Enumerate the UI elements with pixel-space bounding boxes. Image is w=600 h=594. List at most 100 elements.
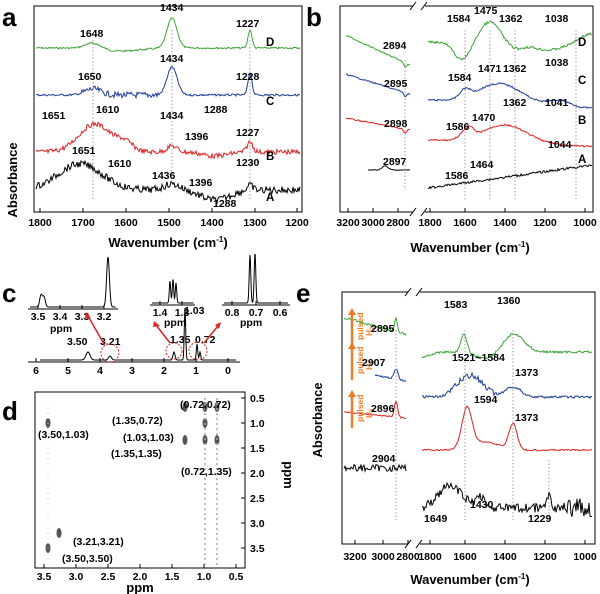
spectrum-pulse2-left: [374, 368, 407, 382]
panel-b-spectra: [345, 20, 593, 190]
peak-label: 2898: [384, 118, 408, 130]
x-tick-label: 1400: [493, 551, 517, 563]
pulse-arrow-head: [348, 342, 356, 349]
x-tick-label: 3: [129, 365, 135, 377]
pulse-label: pulsed: [355, 313, 365, 340]
curve-label-A: A: [578, 154, 586, 166]
peak-label: 3.21: [100, 336, 121, 348]
peak-label: 1649: [424, 513, 448, 525]
panel-b-peak-markers: [404, 30, 577, 200]
peak-label: 1594: [474, 394, 498, 406]
spectrum-D-left: [345, 35, 411, 68]
spectrum-base-left: [343, 463, 407, 473]
x-tick-label: 3.0: [69, 571, 84, 583]
x-tick-label: 1000: [573, 551, 597, 563]
x-tick-label: 0.6: [273, 307, 288, 319]
cross-peak: [202, 402, 208, 412]
x-tick-label: 1300: [243, 217, 267, 229]
panel-b-curve-letters: D C B A: [578, 37, 586, 166]
peak-label: 1229: [528, 513, 552, 525]
peak-label: 1.03: [184, 305, 205, 317]
crosspeak-label: (1.03,1.03): [123, 432, 174, 444]
y-tick-label: 1.0: [250, 418, 265, 430]
inset-1-unit: ppm: [50, 323, 72, 335]
peak-label: 1362: [499, 13, 523, 25]
spectrum-pulse3-right: [421, 332, 593, 359]
peak-label: 1464: [470, 159, 494, 171]
cross-peak: [182, 402, 188, 412]
panel-d-ylabel: ppm: [281, 461, 296, 488]
x-tick-label: 3000: [371, 551, 395, 563]
x-tick-label: 1500: [157, 217, 181, 229]
panel-e-peak-labels: 2895 1583 1360 2907 1521~1584 1373 2896 …: [362, 295, 552, 525]
spectrum-A: [35, 159, 301, 206]
peak-label: 1362: [503, 97, 527, 109]
peak-label: 1650: [78, 71, 102, 83]
cross-peak: [214, 402, 220, 412]
peak-label: 1648: [80, 28, 104, 40]
x-tick-label: 3000: [361, 217, 385, 229]
panel-b-axis-break-icon: [409, 1, 428, 217]
peak-label: 1227: [236, 127, 260, 139]
curve-label-B: B: [578, 115, 586, 127]
peak-label: 1434: [160, 110, 184, 122]
peak-label: 2895: [371, 323, 395, 335]
inset-3-unit: ppm: [240, 317, 262, 329]
x-tick-label: 1.0: [197, 571, 212, 583]
peak-label: 1584: [447, 13, 471, 25]
spectrum-D-right: [427, 20, 593, 61]
x-tick-label: 0.8: [225, 307, 240, 319]
x-tick-label: 3.4: [53, 311, 68, 323]
x-tick-label: 3200: [343, 551, 367, 563]
spectrum-pulse1-right: [421, 405, 593, 452]
pulse-label: pulsed: [355, 395, 365, 422]
panel-c-x-ticks: 6 5 4 3 2 1 0: [28, 358, 240, 377]
x-tick-label: 0.5: [229, 571, 244, 583]
y-tick-label: 3.0: [250, 518, 265, 530]
spectrum-B: [35, 120, 301, 160]
pulse-gas-label: H2: [364, 360, 376, 370]
x-tick-label: 1200: [533, 551, 557, 563]
crosspeak-label: (1.35,0.72): [112, 415, 163, 427]
cross-peak: [56, 528, 62, 538]
curve-label-C: C: [578, 75, 586, 87]
panel-d-label: d: [2, 396, 18, 426]
y-tick-label: 3.5: [250, 543, 265, 555]
spectrum-A-right: [427, 164, 593, 190]
x-tick-label: 2.0: [133, 571, 148, 583]
x-tick-label: 1400: [200, 217, 224, 229]
curve-label-D: D: [266, 37, 274, 49]
pulse-gas-label: H2: [364, 408, 376, 418]
peak-label: 2896: [371, 403, 395, 415]
x-tick-label: 1800: [418, 551, 442, 563]
x-tick-label: 2.5: [101, 571, 116, 583]
spectrum-pulse3-left: [343, 317, 407, 336]
panel-c-highlight-circles: [85, 312, 221, 363]
peak-label: 1430: [470, 499, 494, 511]
panel-d-xlabel: ppm: [126, 580, 153, 594]
panel-a-curve-letters: D C B A: [266, 37, 274, 204]
x-tick-label: 1800: [28, 217, 52, 229]
x-tick-label: 1.5: [165, 571, 180, 583]
peak-label: 1044: [548, 139, 572, 151]
y-tick-label: 2.0: [250, 468, 265, 480]
spectrum-D: [35, 17, 301, 53]
spectrum-B-left: [345, 117, 411, 134]
panel-b-x-ticks: 3200 3000 2800 1800 1600 1400 1200 1000: [336, 208, 597, 229]
y-tick-label: 1.5: [250, 443, 265, 455]
curve-label-B: B: [266, 151, 274, 163]
x-tick-label: 1700: [71, 217, 95, 229]
peak-label: 1038: [545, 13, 569, 25]
panel-a-x-ticks: 1800 1700 1600 1500 1400 1300 1200: [28, 208, 309, 229]
x-tick-label: 5: [65, 365, 71, 377]
spectrum-base-right: [421, 481, 593, 518]
panel-a-spectra: [35, 17, 301, 206]
peak-label: 1041: [545, 97, 569, 109]
y-tick-label: 0.5: [250, 393, 265, 405]
panel-c-label: c: [2, 278, 16, 308]
peak-label: 1396: [189, 177, 213, 189]
panel-e-axis-break-gap: [408, 288, 420, 548]
panel-c-peak-labels: 1.03 1.35 0.72 3.50 3.21: [67, 305, 216, 348]
